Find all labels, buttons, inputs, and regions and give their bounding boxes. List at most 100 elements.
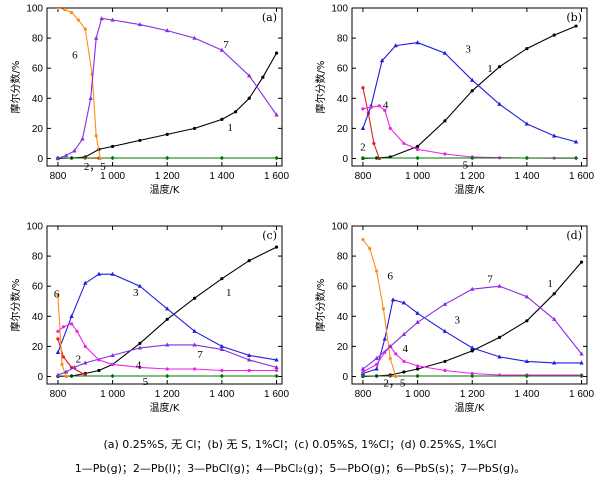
y-tick-label: 40: [337, 94, 349, 105]
x-tick-label: 800: [50, 171, 67, 182]
y-tick-label: 0: [342, 372, 348, 383]
y-tick-label: 60: [337, 282, 349, 293]
curve-label: 7: [487, 274, 493, 286]
x-tick-label: 1 200: [155, 389, 180, 400]
series-3-point: [573, 139, 579, 144]
series-5-point: [470, 373, 475, 379]
series-5-point: [219, 373, 225, 379]
series-1-line: [57, 52, 277, 160]
series-4-point: [377, 104, 381, 108]
series-7-point: [274, 112, 279, 117]
series-4-point: [75, 329, 79, 333]
series-3-line: [362, 299, 582, 375]
curve-label: 2，5: [383, 377, 405, 389]
series-1-point: [247, 96, 251, 100]
x-tick-label: 800: [355, 389, 372, 400]
series-2-line: [362, 87, 380, 159]
series-3-point: [55, 350, 61, 354]
series-4-point: [247, 368, 251, 373]
series-7-point: [137, 345, 143, 350]
series-5-point: [274, 373, 279, 379]
series-7-point: [63, 369, 69, 374]
series-4-point: [415, 147, 420, 152]
curve-label: 4: [383, 99, 389, 111]
series-3-point: [379, 58, 385, 63]
series-3-line: [57, 273, 277, 361]
x-tick-label: 1 400: [514, 171, 539, 182]
series-5-point: [110, 373, 115, 379]
series-1-point: [415, 367, 420, 371]
series-7-point: [80, 136, 85, 141]
series-layer: [360, 24, 579, 161]
series-3-point: [374, 366, 379, 371]
series-1-point: [552, 292, 556, 296]
series-1-point: [443, 119, 447, 123]
series-6-point: [388, 356, 392, 361]
series-2-point: [372, 141, 376, 146]
panel-label: (c): [262, 229, 277, 242]
series-7-point: [552, 316, 557, 321]
series-1-point: [274, 51, 279, 55]
x-tick-label: 1 600: [264, 389, 289, 400]
series-5-point: [165, 155, 170, 161]
panel-label: (d): [566, 229, 582, 242]
series-2-point: [361, 86, 365, 90]
series-1-point: [261, 75, 265, 79]
series-1-point: [402, 370, 406, 374]
x-tick-label: 1 000: [100, 389, 125, 400]
series-3-point: [497, 354, 502, 359]
series-1-point: [525, 47, 529, 51]
series-1-point: [110, 144, 115, 149]
series-4-line: [57, 323, 277, 372]
panel-3: 800 1 000 1 200 1 400 1 600 0 20 40 60 80 100 温度/K 摩…: [9, 222, 289, 415]
x-tick-label: 1 000: [100, 171, 125, 182]
x-tick-label: 1 600: [569, 171, 594, 182]
series-1-point: [574, 24, 578, 28]
y-tick-label: 80: [337, 252, 349, 263]
series-1-point: [274, 245, 279, 249]
y-tick-label: 20: [32, 124, 44, 135]
series-4-point: [61, 325, 65, 329]
curve-label: 1: [487, 63, 493, 75]
x-axis-title: 温度/K: [150, 401, 180, 414]
series-7-point: [110, 353, 115, 358]
curve-label: 5: [143, 376, 149, 388]
series-3-point: [401, 300, 407, 305]
curve-label: 7: [197, 349, 203, 361]
series-6-point: [56, 293, 60, 297]
series-7-point: [470, 286, 475, 291]
series-4-point: [165, 367, 169, 371]
series-5-point: [165, 373, 170, 379]
series-3-point: [137, 283, 143, 288]
series-3-point: [579, 360, 584, 365]
series-7-point: [442, 301, 448, 306]
panel-2: 800 1 000 1 200 1 400 1 600 0 20 40 60 80 100 温度/K 摩…: [314, 4, 594, 197]
x-tick-label: 1 400: [209, 171, 234, 182]
y-tick-label: 0: [37, 154, 43, 165]
series-7-point: [401, 331, 407, 336]
series-7-point: [72, 365, 77, 370]
series-3-point: [552, 360, 557, 365]
series-7-point: [192, 35, 197, 40]
series-7-point: [83, 360, 88, 365]
x-tick-label: 1 000: [405, 389, 430, 400]
series-5-point: [219, 155, 225, 161]
series-7-point: [579, 351, 584, 356]
y-tick-label: 40: [337, 312, 349, 323]
series-4-point: [274, 368, 279, 373]
series-3-point: [247, 353, 252, 358]
series-4-line: [362, 345, 582, 376]
series-5-point: [573, 155, 579, 161]
series-1-point: [165, 317, 169, 321]
series-3-point: [219, 343, 225, 348]
series-1-point: [138, 341, 142, 345]
series-1-point: [497, 335, 502, 339]
series-7-point: [360, 366, 366, 371]
series-3-point: [524, 359, 530, 364]
x-tick-label: 1 200: [460, 171, 485, 182]
series-5-point: [360, 155, 366, 161]
series-7-point: [55, 156, 61, 161]
series-4-point: [374, 362, 379, 367]
series-6-point: [394, 374, 398, 379]
series-4-point: [361, 370, 365, 374]
